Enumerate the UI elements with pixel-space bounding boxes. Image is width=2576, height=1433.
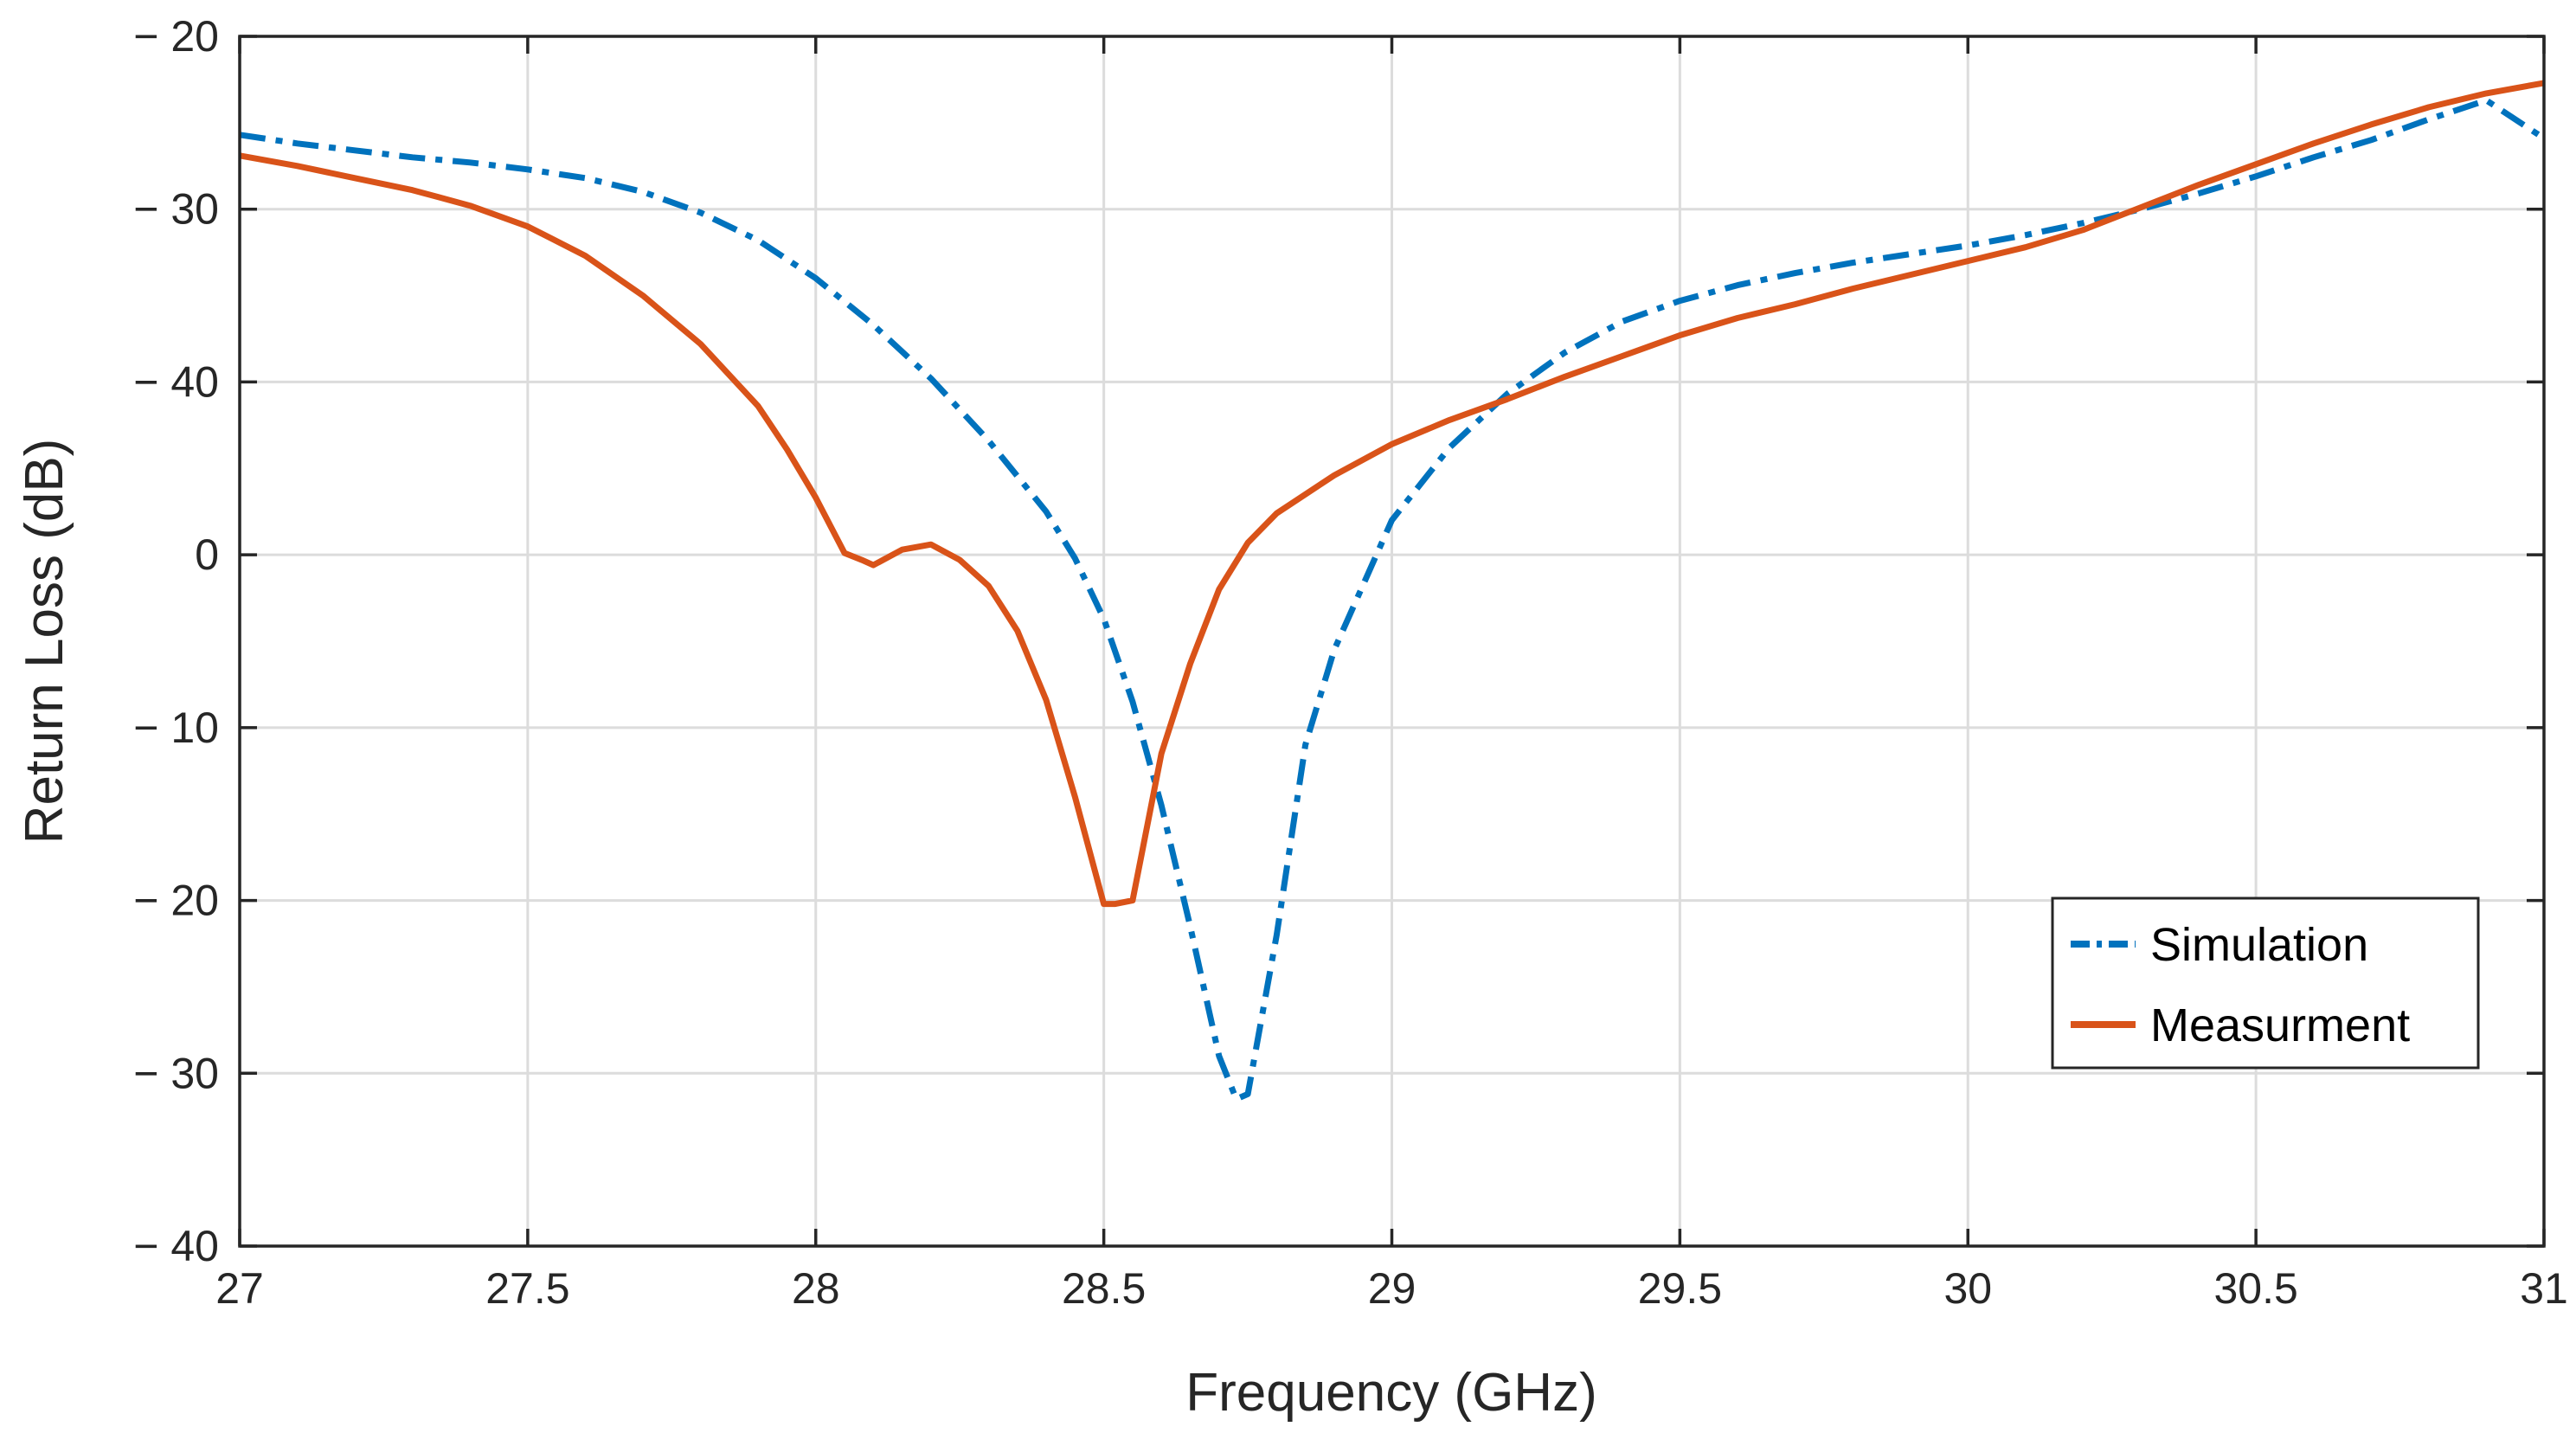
legend-label-simulation: Simulation <box>2150 919 2368 971</box>
series-group <box>239 80 2546 1102</box>
y-tick-label: − 30 <box>133 1049 219 1097</box>
x-tick-label: 28.5 <box>1062 1264 1146 1313</box>
x-tick-label: 30.5 <box>2213 1264 2297 1313</box>
x-tick-label: 29.5 <box>1638 1264 1722 1313</box>
x-tick-label: 30 <box>1943 1264 1992 1313</box>
x-tick-label: 27 <box>215 1264 264 1313</box>
series-line-measurment <box>239 80 2545 908</box>
x-tick-label: 27.5 <box>485 1264 569 1313</box>
y-tick-label: − 40 <box>133 357 219 406</box>
y-tick-label: 0 <box>195 530 219 579</box>
y-tick-label: − 20 <box>133 12 219 61</box>
ticks <box>238 35 2546 1248</box>
legend-label-measurement: Measurment <box>2150 999 2410 1051</box>
legend-box <box>2051 896 2480 1070</box>
legend: Simulation Measurment <box>2051 896 2480 1070</box>
y-tick-label: − 40 <box>133 1222 219 1270</box>
y-tick-label: − 20 <box>133 877 219 925</box>
tick-labels: 27 27.5 28 28.5 29 29.5 30 30.5 31 − 20 − 30 − 40 0 −… <box>133 12 2568 1313</box>
y-tick-label: − 10 <box>133 704 219 752</box>
grid <box>240 36 2544 1246</box>
x-axis-title: Frequency (GHz) <box>1185 1363 1596 1423</box>
x-tick-label: 31 <box>2520 1264 2568 1313</box>
x-tick-label: 28 <box>792 1264 840 1313</box>
x-tick-label: 29 <box>1368 1264 1416 1313</box>
y-tick-label: − 30 <box>133 185 219 234</box>
series-line-simulation <box>239 97 2546 1102</box>
y-axis-title: Return Loss (dB) <box>15 439 74 845</box>
